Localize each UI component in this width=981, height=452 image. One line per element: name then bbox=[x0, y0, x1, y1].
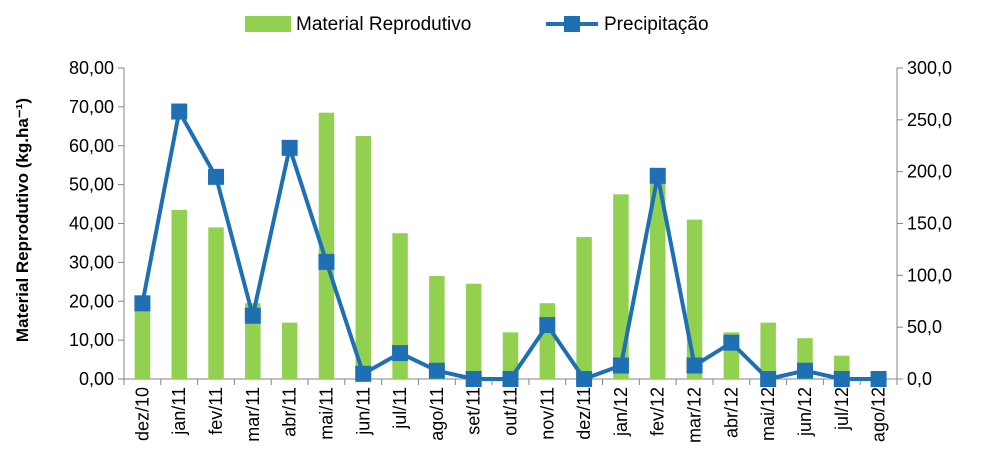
point-precipitacao bbox=[539, 317, 556, 334]
bar-material-reprodutivo bbox=[613, 194, 629, 379]
y-left-tick-label: 60,00 bbox=[69, 136, 114, 156]
bar-material-reprodutivo bbox=[502, 332, 519, 379]
y-left-tick-label: 0,00 bbox=[79, 369, 114, 389]
y-left-tick-label: 50,00 bbox=[69, 175, 114, 195]
x-tick-label: fev/11 bbox=[206, 387, 226, 435]
plot-area: 0,00 10,00 20,00 30,00 40,00 50,00 60,00 70,00 8… bbox=[69, 58, 952, 443]
bar-material-reprodutivo bbox=[355, 136, 371, 379]
y-left-tick-label: 70,00 bbox=[69, 97, 114, 117]
x-tick-label: mar/12 bbox=[685, 387, 705, 443]
y-right-tick-label: 200,0 bbox=[907, 162, 952, 182]
bar-material-reprodutivo bbox=[171, 209, 187, 379]
x-tick-label: ago/11 bbox=[427, 387, 447, 441]
x-tick-label: jan/12 bbox=[611, 387, 631, 437]
x-tick-label: mai/12 bbox=[758, 387, 778, 441]
y-left-tick-label: 30,00 bbox=[69, 252, 114, 272]
bar-material-reprodutivo bbox=[429, 275, 445, 379]
point-precipitacao bbox=[796, 362, 813, 379]
y-left-tick-label: 10,00 bbox=[69, 330, 114, 350]
point-precipitacao bbox=[134, 295, 151, 312]
y-right-tick-label: 150,0 bbox=[907, 214, 952, 234]
legend-marker-precipitacao bbox=[564, 16, 580, 32]
x-tick-label: out/11 bbox=[501, 387, 521, 436]
bar-material-reprodutivo bbox=[576, 237, 592, 379]
bar-material-reprodutivo bbox=[318, 112, 335, 380]
point-precipitacao bbox=[244, 307, 261, 324]
x-tick-label: jun/11 bbox=[353, 387, 373, 436]
x-tick-label: dez/11 bbox=[574, 387, 594, 440]
point-precipitacao bbox=[833, 371, 850, 387]
bar-material-reprodutivo bbox=[392, 233, 408, 379]
x-tick-label: abr/12 bbox=[721, 387, 741, 438]
x-tick-label: fev/12 bbox=[648, 387, 668, 436]
x-tick-label: dez/10 bbox=[132, 387, 152, 441]
legend: Material Reprodutivo Precipitação bbox=[245, 14, 709, 35]
point-precipitacao bbox=[465, 371, 482, 387]
x-tick-label: jul/11 bbox=[390, 387, 410, 430]
x-tick-label: jan/11 bbox=[169, 387, 189, 436]
x-tick-label: jul/12 bbox=[832, 387, 852, 431]
point-precipitacao bbox=[502, 371, 519, 387]
y-right-tick-label: 0,0 bbox=[907, 369, 932, 389]
y-left-tick-label: 40,00 bbox=[69, 214, 114, 234]
y-right-tick-label: 50,0 bbox=[907, 317, 942, 337]
point-precipitacao bbox=[649, 167, 666, 184]
bar-material-reprodutivo bbox=[281, 322, 298, 379]
x-tick-label: ago/12 bbox=[869, 387, 889, 442]
y-right-tick-label: 250,0 bbox=[907, 110, 952, 130]
y-axis-label-left: Material Reprodutivo (kg.ha⁻¹) bbox=[13, 98, 32, 342]
point-precipitacao bbox=[723, 334, 740, 351]
point-precipitacao bbox=[686, 357, 703, 374]
y-right-tick-label: 100,0 bbox=[907, 265, 952, 285]
x-tick-label: nov/11 bbox=[537, 387, 557, 440]
x-tick-label: set/11 bbox=[464, 387, 484, 435]
point-precipitacao bbox=[760, 371, 777, 387]
bar-material-reprodutivo bbox=[134, 303, 151, 379]
y-left-tick-label: 80,00 bbox=[69, 58, 114, 78]
bar-material-reprodutivo bbox=[539, 303, 556, 379]
bar-material-reprodutivo bbox=[208, 227, 224, 379]
bar-material-reprodutivo bbox=[760, 322, 776, 379]
point-precipitacao bbox=[612, 357, 629, 374]
point-precipitacao bbox=[428, 362, 445, 379]
point-precipitacao bbox=[208, 168, 225, 185]
x-tick-label: jun/12 bbox=[795, 387, 815, 437]
legend-label-precipitacao: Precipitação bbox=[604, 14, 709, 35]
x-tick-label: abr/11 bbox=[280, 387, 300, 437]
bar-material-reprodutivo bbox=[465, 283, 482, 379]
y-right-tick-label: 300,0 bbox=[907, 58, 952, 78]
point-precipitacao bbox=[870, 371, 887, 387]
point-precipitacao bbox=[355, 365, 372, 382]
y-left-tick-label: 20,00 bbox=[69, 291, 114, 311]
point-precipitacao bbox=[171, 103, 188, 120]
point-precipitacao bbox=[318, 253, 335, 270]
legend-swatch-material-reprodutivo bbox=[245, 16, 291, 32]
x-tick-label: mar/11 bbox=[243, 387, 263, 442]
bar-material-reprodutivo bbox=[650, 182, 666, 379]
x-tick-label: mai/11 bbox=[316, 387, 336, 440]
point-precipitacao bbox=[392, 345, 409, 362]
legend-label-material-reprodutivo: Material Reprodutivo bbox=[296, 14, 471, 35]
point-precipitacao bbox=[281, 139, 298, 156]
point-precipitacao bbox=[576, 371, 593, 387]
